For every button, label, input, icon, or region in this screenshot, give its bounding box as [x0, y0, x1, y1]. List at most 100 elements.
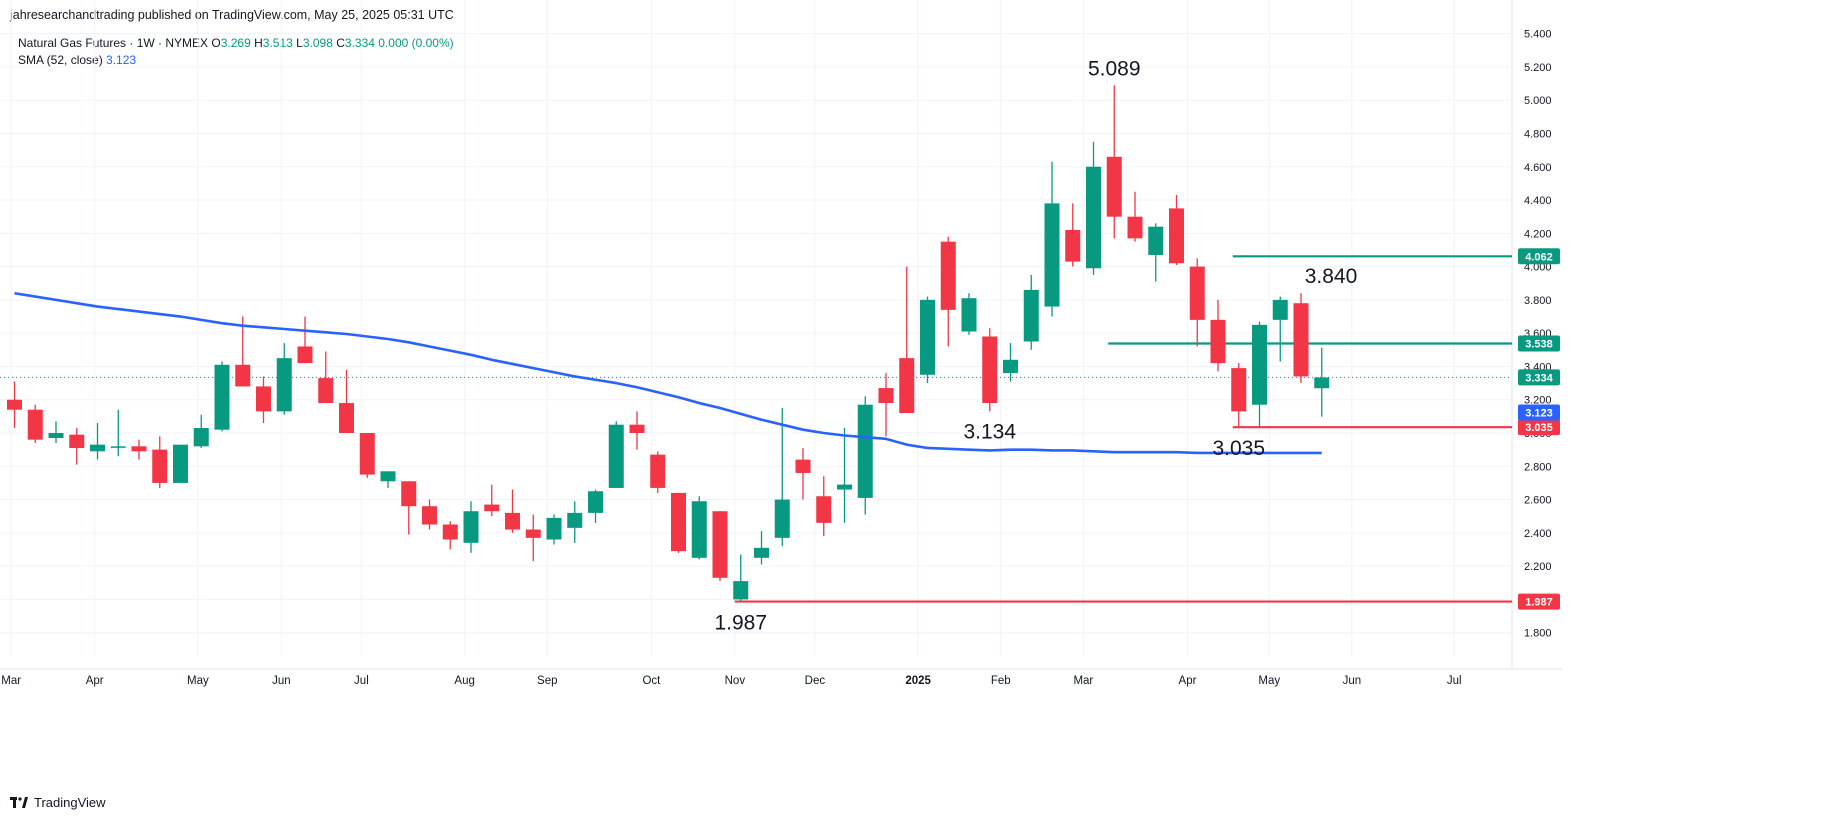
time-tick-label: Aug: [454, 675, 474, 687]
candle-body: [1314, 377, 1330, 389]
time-tick-label: Jul: [1447, 675, 1462, 687]
candle-body: [1086, 166, 1101, 269]
open-label: O: [211, 36, 221, 50]
candle-body: [69, 434, 85, 448]
price-tick-label: 3.800: [1524, 295, 1552, 307]
time-tick-label: Nov: [725, 675, 746, 687]
sma-badge: 3.123: [1525, 408, 1553, 420]
price-axis-badges: 4.062 3.538 3.035 1.987 3.334 3.123: [1518, 248, 1560, 610]
candle-body: [339, 403, 354, 434]
price-tick-label: 4.000: [1524, 262, 1552, 274]
candle-body: [422, 506, 437, 525]
sma-title[interactable]: SMA (52, close): [18, 53, 103, 67]
candle-body: [152, 449, 168, 483]
tradingview-logo-icon: [10, 796, 28, 808]
sma-badge-bg: [1518, 404, 1560, 421]
candle-body: [795, 459, 811, 473]
open-value: 3.269: [220, 36, 251, 50]
candle-body: [650, 454, 666, 488]
time-tick-label: Feb: [991, 675, 1011, 687]
time-tick-label: Mar: [1073, 675, 1093, 687]
candle-body: [754, 547, 769, 558]
candle-body: [318, 378, 334, 404]
last-price-badge-bg: [1518, 369, 1560, 386]
candle-body: [173, 444, 188, 483]
price-annotations: 5.089 3.840 3.134 3.035 1.987: [714, 57, 1357, 634]
level-badge-4.062-bg: [1518, 248, 1560, 265]
sma-series: [14, 291, 1322, 455]
time-tick-label: Oct: [642, 675, 661, 687]
price-tick-label: 1.800: [1524, 628, 1552, 640]
price-tick-label: 2.600: [1524, 495, 1552, 507]
candle-body: [1127, 216, 1143, 239]
price-axis[interactable]: 1.8002.0002.2002.4002.6002.8003.0003.200…: [1524, 29, 1552, 640]
candle-body: [629, 424, 645, 434]
time-tick-label: Apr: [1179, 675, 1197, 687]
price-tick-label: 4.200: [1524, 228, 1552, 240]
candle-body: [1169, 208, 1184, 264]
level-badge-1.987: 1.987: [1525, 597, 1553, 609]
candle-body: [1106, 156, 1122, 217]
candle-body: [940, 241, 956, 310]
price-tick-label: 2.400: [1524, 528, 1552, 540]
close-value: 3.334: [344, 36, 375, 50]
candle-body: [484, 504, 500, 512]
candle-body: [588, 491, 603, 513]
candle-body: [235, 364, 251, 387]
last-price-badge: 3.334: [1525, 372, 1553, 384]
annotation-label: 3.035: [1212, 437, 1265, 460]
candle-body: [525, 529, 541, 538]
candle-body: [401, 481, 417, 507]
candle-body: [899, 358, 915, 414]
candle-body: [774, 499, 790, 538]
level-badge-1.987-bg: [1518, 593, 1560, 610]
chart-legend: Natural Gas Futures · 1W · NYMEX O3.269 …: [18, 35, 454, 69]
candle-body: [359, 433, 375, 475]
level-badge-3.035: 3.035: [1525, 422, 1553, 434]
price-tick-label: 5.400: [1524, 29, 1552, 41]
low-value: 3.098: [302, 36, 333, 50]
candle-body: [920, 299, 935, 375]
candle-body: [505, 512, 520, 530]
candle-body: [1272, 299, 1288, 320]
sma-line: [14, 291, 1322, 455]
candle-body: [982, 336, 998, 404]
candles-series: [7, 85, 1330, 602]
time-tick-label: Jul: [354, 675, 369, 687]
grid-lines: [0, 0, 1562, 670]
candle-body: [1065, 230, 1081, 262]
candle-body: [276, 358, 292, 412]
candle-body: [1023, 289, 1039, 342]
tradingview-brand[interactable]: TradingView: [10, 795, 106, 810]
price-tick-label: 3.200: [1524, 395, 1552, 407]
candle-body: [7, 399, 22, 410]
candle-body: [297, 346, 313, 364]
level-badge-3.035-bg: [1518, 419, 1560, 436]
candle-body: [90, 444, 105, 452]
time-tick-label: 2025: [905, 675, 931, 687]
time-axis[interactable]: Mar Apr May Jun Jul Aug Sep Oct Nov Dec 2025 Feb Mar…: [1, 675, 1461, 687]
level-badge-3.538-bg: [1518, 335, 1560, 352]
level-badge-4.062: 4.062: [1525, 251, 1553, 263]
candle-body: [733, 581, 749, 600]
price-tick-label: 4.800: [1524, 128, 1552, 140]
symbol-title[interactable]: Natural Gas Futures · 1W · NYMEX: [18, 36, 209, 50]
time-tick-label: Dec: [805, 675, 826, 687]
candle-body: [193, 428, 209, 447]
price-tick-label: 2.800: [1524, 461, 1552, 473]
close-label: C: [336, 36, 345, 50]
candle-body: [878, 388, 894, 404]
candle-body: [1252, 324, 1267, 405]
sma-value: 3.123: [106, 53, 137, 67]
annotation-label: 1.987: [714, 612, 767, 635]
candle-body: [691, 501, 707, 558]
change-value: 0.000 (0.00%): [378, 36, 454, 50]
candle-body: [1231, 368, 1247, 412]
candle-body: [1044, 203, 1060, 307]
candle-body: [961, 298, 977, 332]
candle-body: [442, 524, 458, 540]
candle-body: [546, 517, 562, 540]
time-tick-label: Jun: [1343, 675, 1362, 687]
annotation-label: 3.840: [1305, 265, 1358, 288]
